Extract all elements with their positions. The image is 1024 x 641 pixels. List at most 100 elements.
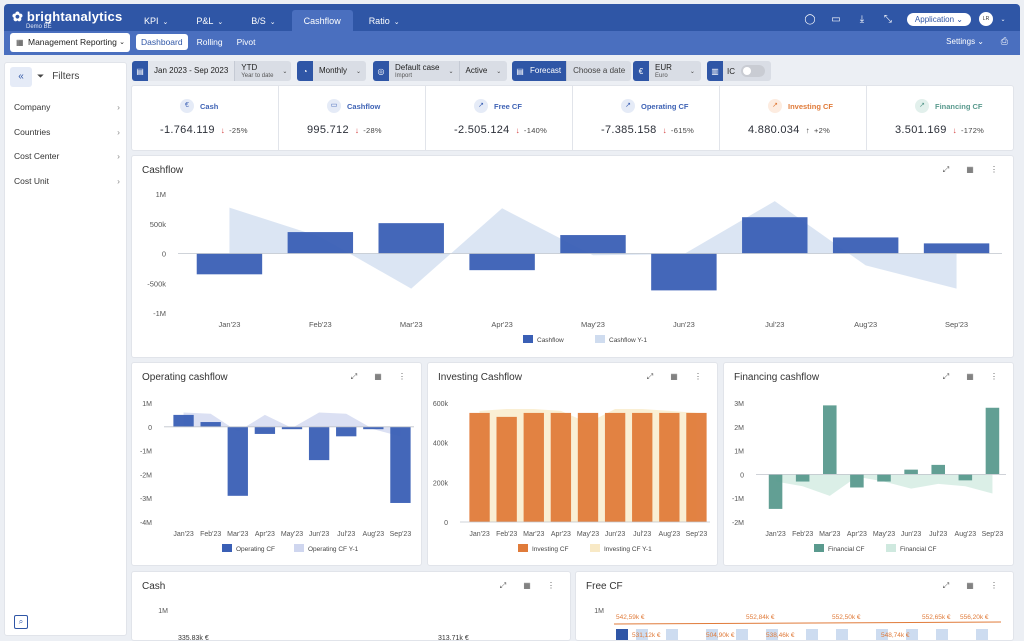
more-icon[interactable]: ⋮ (990, 372, 998, 381)
expand-icon[interactable]: ⤢ (942, 372, 950, 381)
ic-toggle[interactable] (741, 65, 765, 77)
more-icon[interactable]: ⋮ (990, 581, 998, 590)
chevron-down-icon[interactable]: ⌄ (1000, 16, 1006, 23)
expand-icon[interactable]: ⤢ (350, 372, 358, 381)
more-icon[interactable]: ⋮ (694, 372, 702, 381)
table-icon[interactable]: ▦ (966, 165, 974, 174)
x-tick-label: Jun'23 (605, 531, 626, 538)
bar (706, 629, 718, 640)
scenario-filter[interactable]: ◎ Default case Import ⌄ Active ⌄ (373, 61, 508, 81)
legend-label: Financial CF (900, 546, 937, 553)
free-cf-line (613, 621, 1002, 625)
frequency-select[interactable]: ◔ Monthly ⌄ (297, 61, 367, 81)
operating-cashflow-card: Operating cashflow ⤢ ▦ ⋮ 1M 0 -1M -2M -3M -4M Ja… (131, 362, 422, 566)
x-tick-label: Mar'23 (400, 320, 423, 329)
nav-kpi[interactable]: KPI ⌄ (144, 16, 169, 26)
legend-label: Operating CF Y-1 (308, 546, 359, 553)
header-actions: ◯ ▭ ⤓ ⤡ Application ⌄ LR ⌄ (791, 12, 1010, 26)
card-title: Cashflow (142, 165, 184, 176)
x-tick-label: Aug'23 (854, 320, 877, 329)
kpi-free-cf[interactable]: ↗ Free CF -2.505.124 ↓ -140% (426, 86, 573, 150)
arrow-down-icon: ↓ (952, 126, 957, 135)
table-icon[interactable]: ▦ (670, 372, 678, 381)
sidebar-item-countries[interactable]: Countries › (14, 127, 120, 137)
x-tick-label: Jul'23 (337, 531, 355, 538)
table-icon[interactable]: ▦ (966, 372, 974, 381)
bar (496, 416, 517, 522)
download-icon[interactable]: ⤓ (859, 13, 865, 25)
kpi-value: 4.880.034 ↑ +2% (748, 124, 831, 136)
status-value[interactable]: Active (458, 61, 494, 81)
more-icon[interactable]: ⋮ (398, 372, 406, 381)
legend-label: Cashflow (537, 337, 564, 344)
chevron-right-icon: › (117, 127, 120, 137)
keyboard-icon[interactable]: ▭ (831, 13, 841, 25)
kpi-cash[interactable]: € Cash -1.764.119 ↓ -25% (132, 86, 279, 150)
settings-menu[interactable]: Settings ⌄ (946, 37, 984, 46)
y-tick-label: -1M (732, 496, 744, 503)
expand-icon[interactable]: ⤢ (942, 581, 950, 590)
kpi-delta: -140% (523, 126, 548, 135)
nav-pl[interactable]: P&L ⌄ (196, 16, 224, 26)
kpi-operating-cf[interactable]: ↗ Operating CF -7.385.158 ↓ -615% (573, 86, 720, 150)
bar (227, 426, 248, 496)
chat-icon[interactable]: ◯ (804, 13, 816, 25)
sidebar-item-cost-center[interactable]: Cost Center › (14, 151, 120, 161)
application-select[interactable]: Application ⌄ (906, 12, 971, 26)
expand-icon[interactable]: ⤢ (499, 581, 507, 590)
compress-icon[interactable]: ⤡ (883, 13, 892, 25)
table-icon[interactable]: ▦ (966, 581, 974, 590)
bar (931, 464, 945, 475)
tab-rolling[interactable]: Rolling (196, 37, 223, 47)
forecast-filter[interactable]: ▤ Forecast Choose a date (512, 61, 632, 81)
sidebar-item-cost-unit[interactable]: Cost Unit › (14, 176, 120, 186)
chevron-down-icon: ⌄ (269, 19, 276, 26)
tab-dashboard[interactable]: Dashboard (136, 34, 188, 50)
x-tick-label: Sep'23 (982, 531, 1004, 538)
table-icon[interactable]: ▦ (523, 581, 531, 590)
nav-bs[interactable]: B/S ⌄ (251, 16, 276, 26)
period-filter[interactable]: ▤ Jan 2023 - Sep 2023 YTD Year to date ⌄ (132, 61, 292, 81)
filter-icon: ⏷ (37, 71, 45, 81)
app-logo[interactable]: ✿ brightanalytics (12, 9, 122, 25)
kpi-cashflow[interactable]: ▭ Cashflow 995.712 ↓ -28% (279, 86, 426, 150)
data-label: 531,12k € (632, 632, 661, 639)
expand-icon[interactable]: ⤢ (646, 372, 654, 381)
nav-cashflow[interactable]: Cashflow (291, 10, 353, 35)
currency-select[interactable]: € EUR Euro ⌄ (633, 61, 701, 81)
legend-label: Investing CF (532, 546, 569, 553)
management-reporting-select[interactable]: ▦ Management Reporting ⌄ (10, 33, 130, 52)
bar (686, 412, 707, 522)
tab-pivot[interactable]: Pivot (236, 37, 256, 47)
collapse-sidebar-button[interactable]: « (10, 67, 32, 87)
coin-icon: ◎ (373, 61, 389, 81)
expand-icon[interactable]: ⤢ (942, 165, 950, 174)
kpi-value: -1.764.119 ↓ -25% (160, 124, 248, 136)
chevron-down-icon: ⌄ (448, 68, 454, 75)
bar (906, 629, 918, 640)
euro-icon: € (180, 99, 194, 113)
x-tick-label: Feb'23 (496, 531, 517, 538)
table-icon[interactable]: ▦ (374, 372, 382, 381)
bar (766, 629, 778, 640)
nav-ratio[interactable]: Ratio ⌄ (368, 16, 400, 26)
more-icon[interactable]: ⋮ (547, 581, 555, 590)
financing-cashflow-card: Financing cashflow ⤢ ▦ ⋮ 3M 2M 1M 0 -1M -2M Jan'… (723, 362, 1014, 566)
chevron-right-icon: › (117, 151, 120, 161)
search-icon[interactable]: ⌕ (14, 615, 28, 629)
chevron-right-icon: › (117, 176, 120, 186)
print-icon[interactable]: ⎙ (1000, 36, 1008, 46)
kpi-investing-cf[interactable]: ↗ Investing CF 4.880.034 ↑ +2% (720, 86, 867, 150)
kpi-financing-cf[interactable]: ↗ Financing CF 3.501.169 ↓ -172% (867, 86, 1013, 150)
sidebar-item-company[interactable]: Company › (14, 102, 120, 112)
legend-label: Investing CF Y-1 (604, 546, 652, 553)
bar (985, 407, 1000, 475)
clock-icon: ◔ (297, 61, 313, 81)
more-icon[interactable]: ⋮ (990, 165, 998, 174)
date-picker[interactable]: Choose a date (573, 66, 626, 75)
x-tick-label: May'23 (873, 531, 895, 538)
bar (604, 412, 626, 522)
kpi-value: 995.712 ↓ -28% (307, 124, 382, 136)
x-tick-label: Feb'23 (200, 531, 221, 538)
avatar[interactable]: LR (979, 12, 993, 26)
